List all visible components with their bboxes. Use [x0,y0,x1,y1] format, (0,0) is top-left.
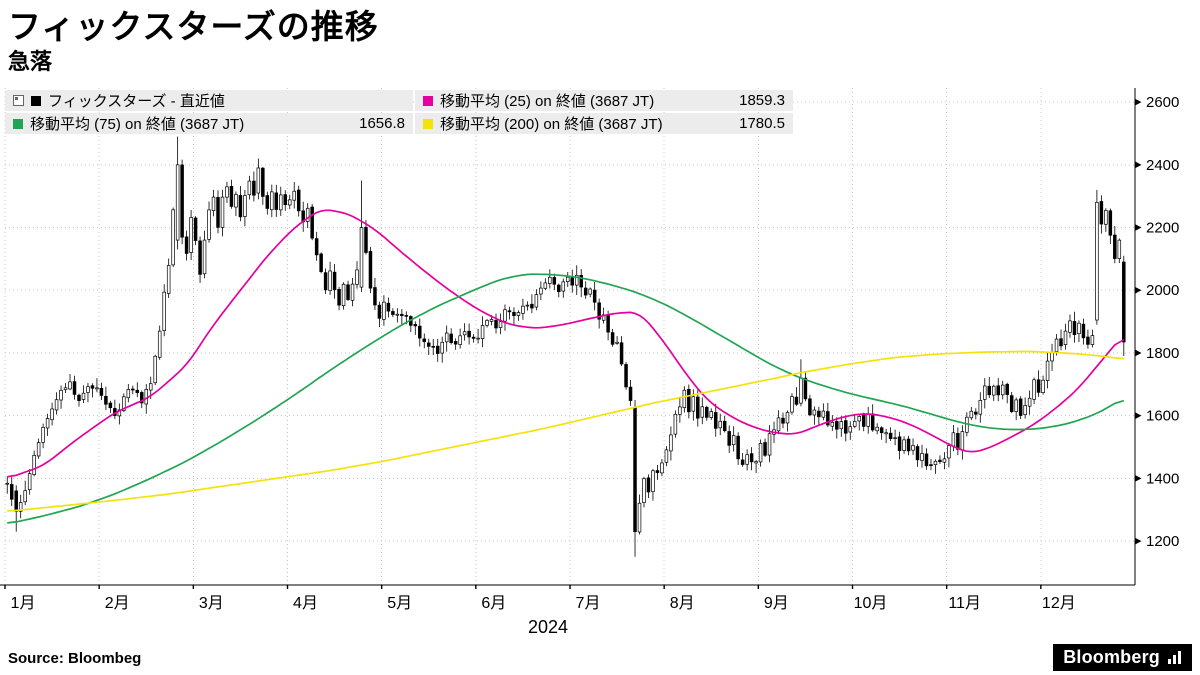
candlestick-series [5,136,1126,557]
ma25-line [7,209,1125,478]
legend-row-1: フィックスターズ - 直近値 移動平均 (25) on 終値 (3687 JT)… [5,90,793,111]
svg-text:2200: 2200 [1146,220,1179,237]
price-series-swatch [31,95,41,106]
ma200-swatch [423,118,433,129]
bloomberg-logo: Bloomberg [1053,644,1192,671]
legend-row-2: 移動平均 (75) on 終値 (3687 JT) 1656.8 移動平均 (2… [5,113,793,134]
svg-text:10月: 10月 [854,595,888,612]
ma25-value: 1859.3 [739,92,785,109]
source-attribution: Source: Bloombeg [8,650,142,667]
svg-text:2月: 2月 [105,595,130,612]
legend-panel-icon [13,95,24,106]
svg-text:6月: 6月 [481,595,506,612]
moving-average-lines [7,209,1125,524]
ma75-value: 1656.8 [359,115,405,132]
price-series-label: フィックスターズ - 直近値 [48,93,225,110]
legend-item-ma75: 移動平均 (75) on 終値 (3687 JT) 1656.8 [5,113,413,134]
svg-text:9月: 9月 [764,595,789,612]
grid-lines [4,88,1135,585]
svg-text:2000: 2000 [1146,282,1179,299]
svg-text:1400: 1400 [1146,470,1179,487]
svg-text:2400: 2400 [1146,157,1179,174]
svg-text:1200: 1200 [1146,533,1179,550]
svg-text:4月: 4月 [293,595,318,612]
axes [0,88,1136,586]
x-axis-labels: 1月 2月 3月 4月 5月 6月 7月 8月 9月 10月 11月 12月 2024 [4,585,1076,637]
ma200-line [7,350,1124,512]
svg-text:1月: 1月 [11,595,36,612]
page-subtitle: 急落 [8,49,53,75]
svg-text:3月: 3月 [199,595,224,612]
bloomberg-logo-text: Bloomberg [1063,647,1160,667]
svg-text:2600: 2600 [1146,94,1179,111]
x-axis-year-label: 2024 [528,617,568,637]
ma25-swatch [423,95,433,106]
ma75-line [7,273,1125,524]
svg-text:1600: 1600 [1146,408,1179,425]
bloomberg-chart-icon [1168,651,1181,664]
ma75-label: 移動平均 (75) on 終値 (3687 JT) [30,116,245,133]
legend-item-price: フィックスターズ - 直近値 [5,90,413,111]
svg-text:7月: 7月 [576,595,601,612]
legend-item-ma25: 移動平均 (25) on 終値 (3687 JT) 1859.3 [415,90,793,111]
ma75-swatch [13,118,23,129]
svg-text:1800: 1800 [1146,345,1179,362]
legend-item-ma200: 移動平均 (200) on 終値 (3687 JT) 1780.5 [415,113,793,134]
chart-legend: フィックスターズ - 直近値 移動平均 (25) on 終値 (3687 JT)… [5,90,793,136]
ma200-value: 1780.5 [739,115,785,132]
svg-text:8月: 8月 [670,595,695,612]
svg-text:5月: 5月 [387,595,412,612]
ma25-label: 移動平均 (25) on 終値 (3687 JT) [440,93,655,110]
y-axis-labels: 1200 1400 1600 1800 2000 2200 2400 2600 [1135,94,1179,550]
svg-text:12月: 12月 [1042,595,1076,612]
svg-text:11月: 11月 [948,595,981,612]
ma200-label: 移動平均 (200) on 終値 (3687 JT) [440,116,663,133]
page-title: フィックスターズの推移 [8,7,379,46]
